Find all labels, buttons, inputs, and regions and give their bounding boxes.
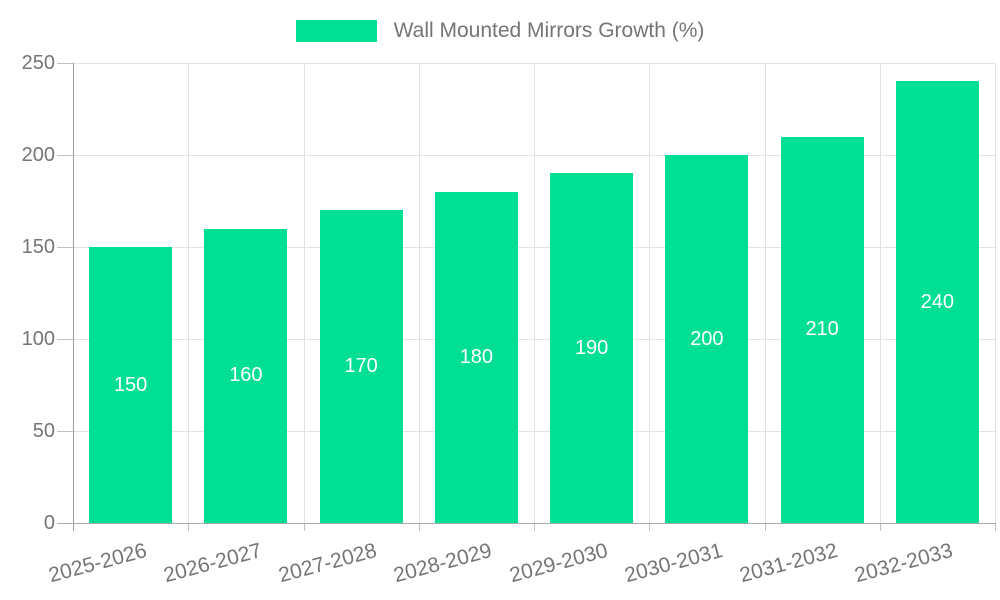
bar-value-label: 240 (920, 290, 955, 313)
bar: 200 (665, 155, 749, 523)
y-tick (57, 63, 73, 64)
x-tick (995, 523, 996, 531)
y-tick (57, 155, 73, 156)
x-tick (764, 523, 766, 531)
gridline-vertical (879, 63, 881, 523)
y-axis-label: 200 (21, 144, 55, 166)
bar: 150 (89, 247, 173, 523)
gridline-vertical (764, 63, 766, 523)
gridline-vertical (995, 63, 996, 523)
y-tick (57, 247, 73, 248)
y-tick (57, 431, 73, 432)
gridline-vertical (418, 63, 420, 523)
x-tick (879, 523, 881, 531)
bar-value-label: 190 (574, 336, 609, 359)
legend[interactable]: Wall Mounted Mirrors Growth (%) (0, 19, 1000, 43)
bar: 170 (319, 210, 403, 523)
legend-label: Wall Mounted Mirrors Growth (%) (393, 19, 705, 42)
bar: 210 (780, 136, 864, 523)
bar-value-label: 150 (113, 373, 148, 396)
bar-value-label: 210 (805, 318, 839, 341)
gridline-vertical (188, 63, 190, 523)
bar: 190 (550, 173, 634, 523)
bar: 240 (895, 81, 979, 523)
legend-swatch (295, 20, 377, 42)
y-axis-label: 100 (21, 328, 55, 350)
x-tick (649, 523, 651, 531)
y-axis-line (73, 63, 74, 531)
bar-value-label: 160 (229, 364, 263, 387)
gridline-vertical (649, 63, 651, 523)
bar: 160 (204, 228, 288, 523)
x-axis-line (57, 523, 996, 524)
y-axis-label: 0 (43, 512, 55, 534)
y-axis-label: 250 (21, 52, 55, 74)
x-tick (418, 523, 420, 531)
bar-value-label: 200 (690, 327, 724, 350)
gridline-vertical (303, 63, 305, 523)
y-tick (57, 339, 73, 340)
bar: 180 (434, 191, 518, 523)
gridline-vertical (534, 63, 535, 523)
bar-value-label: 170 (344, 355, 378, 378)
bar-value-label: 180 (459, 345, 494, 368)
x-tick (303, 523, 305, 531)
y-axis-label: 50 (32, 420, 55, 442)
x-tick (188, 523, 190, 531)
x-tick (534, 523, 535, 531)
y-axis-label: 150 (21, 236, 55, 258)
